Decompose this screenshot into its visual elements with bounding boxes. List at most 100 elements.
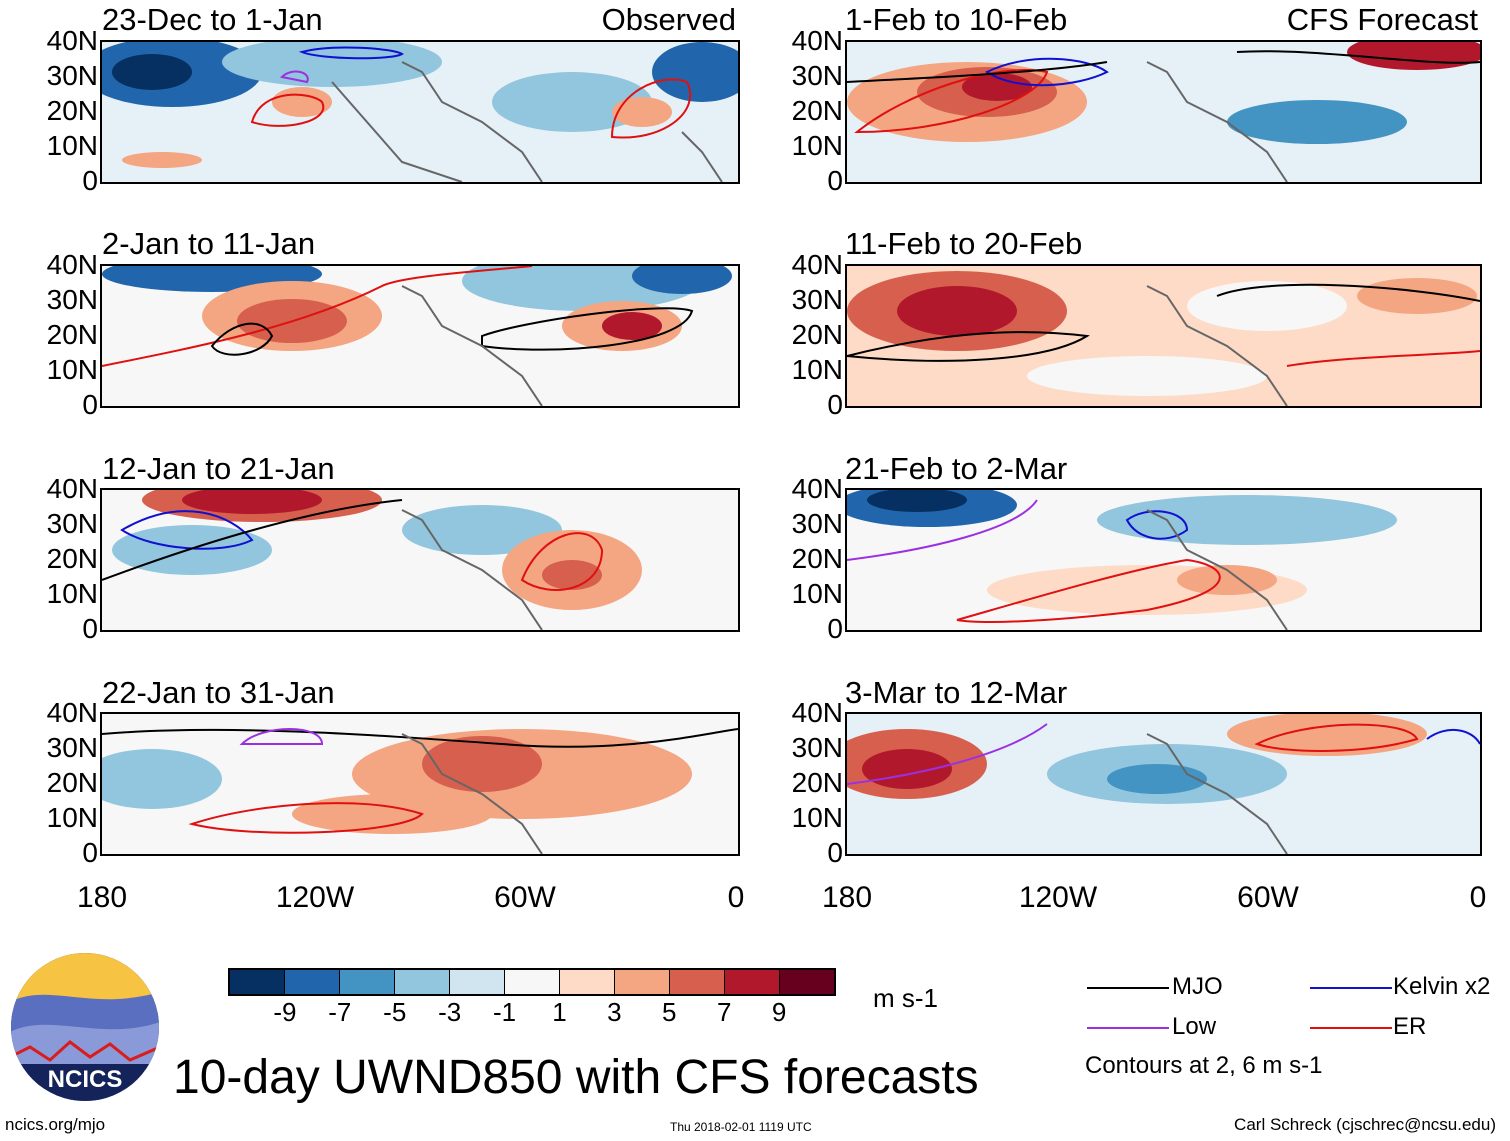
lat-label: 20N — [46, 319, 98, 350]
colorbar-label: -3 — [438, 997, 462, 1027]
colorbar-label: -5 — [383, 997, 407, 1027]
panel-title: 2-Jan to 11-Jan — [102, 226, 316, 261]
colorbar-label: 1 — [552, 997, 567, 1027]
panel-title: 21-Feb to 2-Mar — [845, 451, 1068, 486]
colorbar-segment — [725, 970, 780, 994]
lon-label-0-left: 0 — [727, 881, 745, 914]
legend-label-er: ER — [1393, 1013, 1427, 1040]
wind-field — [102, 42, 738, 182]
lat-label: 10N — [46, 130, 98, 161]
lat-label: 40N — [791, 697, 843, 728]
colorbar-segment — [340, 970, 395, 994]
lon-label-60w-left: 60W — [494, 881, 556, 914]
lat-label: 0 — [827, 165, 843, 196]
wind-field — [847, 714, 1480, 854]
lat-label: 10N — [791, 578, 843, 609]
footer-url[interactable]: ncics.org/mjo — [5, 1115, 106, 1134]
colorbar-segment — [560, 970, 615, 994]
legend-label-mjo: MJO — [1172, 973, 1223, 1000]
lat-label: 10N — [791, 802, 843, 833]
map-panel — [845, 712, 1482, 856]
map-panel — [100, 488, 740, 632]
lon-label-120w-right: 120W — [1018, 881, 1098, 914]
colorbar-segment — [505, 970, 560, 994]
lat-label: 20N — [791, 319, 843, 350]
panel-title: 23-Dec to 1-Jan — [102, 2, 323, 37]
lat-label: 10N — [46, 802, 98, 833]
lat-label: 0 — [82, 165, 98, 196]
colorbar-label: -1 — [492, 997, 517, 1027]
legend-line-er — [1310, 1027, 1392, 1029]
wind-field — [847, 266, 1480, 406]
lat-label: 40N — [791, 249, 843, 280]
lat-label: 30N — [46, 508, 98, 539]
lat-label: 40N — [46, 25, 98, 56]
lat-label: 0 — [82, 613, 98, 644]
lat-label: 20N — [791, 95, 843, 126]
wind-field — [847, 42, 1480, 182]
lat-label: 30N — [791, 284, 843, 315]
colorbar-label: 7 — [716, 997, 732, 1027]
panel-title: 12-Jan to 21-Jan — [102, 451, 335, 486]
lat-label: 40N — [46, 249, 98, 280]
map-panel — [845, 488, 1482, 632]
lat-label: 20N — [46, 767, 98, 798]
colorbar — [228, 968, 836, 996]
lon-label-180-left: 180 — [76, 881, 128, 914]
colorbar-segment — [780, 970, 834, 994]
wind-field — [847, 490, 1480, 630]
lon-label-60w-right: 60W — [1237, 881, 1299, 914]
colorbar-units: m s-1 — [873, 983, 938, 1013]
lat-label: 40N — [46, 473, 98, 504]
lat-label: 40N — [791, 473, 843, 504]
legend-line-low — [1087, 1027, 1169, 1029]
lat-label: 10N — [46, 578, 98, 609]
panel-title: 1-Feb to 10-Feb — [845, 2, 1068, 37]
colorbar-label: -7 — [328, 997, 352, 1027]
lat-label: 30N — [46, 60, 98, 91]
wind-field — [102, 490, 738, 630]
colorbar-label: 9 — [771, 997, 787, 1027]
legend-line-kelvin — [1310, 987, 1392, 989]
colorbar-label: -9 — [273, 997, 297, 1027]
lat-label: 0 — [82, 389, 98, 420]
footer-author: Carl Schreck (cjschrec@ncsu.edu) — [1234, 1115, 1496, 1134]
lat-label: 30N — [791, 60, 843, 91]
lat-label: 20N — [791, 767, 843, 798]
logo-icon: NCICS — [11, 953, 159, 1101]
footer-timestamp: Thu 2018-02-01 1119 UTC — [670, 1120, 812, 1134]
panel-title: 22-Jan to 31-Jan — [102, 675, 335, 710]
colorbar-segment — [450, 970, 505, 994]
panel-title: 3-Mar to 12-Mar — [845, 675, 1068, 710]
lat-label: 30N — [46, 284, 98, 315]
panel-tag-forecast: CFS Forecast — [1286, 2, 1478, 37]
lat-label: 20N — [791, 543, 843, 574]
map-panel — [100, 40, 740, 184]
colorbar-segment — [230, 970, 285, 994]
ncics-logo: NCICS — [10, 952, 160, 1102]
lon-label-180-right: 180 — [821, 881, 873, 914]
lat-label: 10N — [791, 130, 843, 161]
lon-label-120w-left: 120W — [275, 881, 355, 914]
main-title: 10-day UWND850 with CFS forecasts — [173, 1051, 979, 1104]
contour-note: Contours at 2, 6 m s-1 — [1085, 1052, 1323, 1079]
lat-label: 30N — [46, 732, 98, 763]
lon-label-0-right: 0 — [1469, 881, 1487, 914]
legend-label-low: Low — [1172, 1013, 1217, 1040]
lat-label: 20N — [46, 95, 98, 126]
colorbar-label: 3 — [607, 997, 622, 1027]
lat-label: 10N — [46, 354, 98, 385]
panel-tag-observed: Observed — [601, 2, 736, 37]
wind-field — [102, 266, 738, 406]
lat-label: 20N — [46, 543, 98, 574]
colorbar-segment — [615, 970, 670, 994]
map-panel — [100, 712, 740, 856]
lat-label: 30N — [791, 732, 843, 763]
colorbar-label: 5 — [662, 997, 677, 1027]
lat-label: 40N — [791, 25, 843, 56]
panel-title: 11-Feb to 20-Feb — [845, 226, 1083, 261]
lat-label: 40N — [46, 697, 98, 728]
lat-label: 0 — [827, 837, 843, 868]
map-panel — [845, 40, 1482, 184]
map-panel — [845, 264, 1482, 408]
